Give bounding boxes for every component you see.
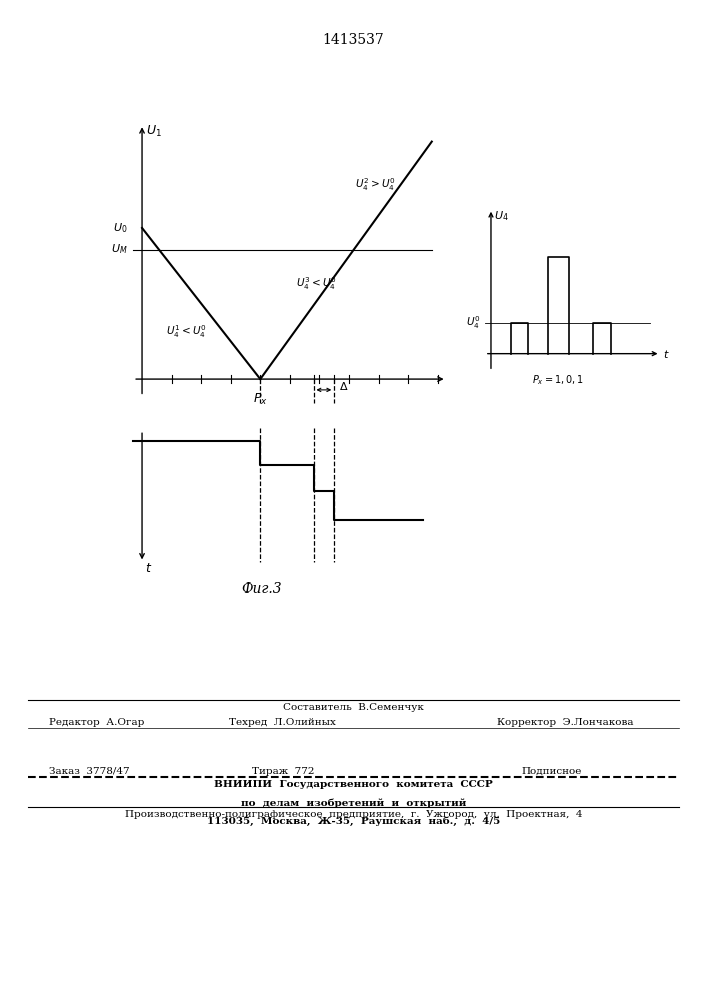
Text: Тираж  772: Тираж 772 — [252, 767, 314, 776]
Text: Подписное: Подписное — [521, 767, 582, 776]
Text: Фиг.3: Фиг.3 — [241, 582, 282, 596]
Text: Составитель  В.Семенчук: Составитель В.Семенчук — [283, 703, 424, 712]
Text: ВНИИПИ  Государственного  комитета  СССР: ВНИИПИ Государственного комитета СССР — [214, 780, 493, 789]
Text: $U_4^3 < U_4^0$: $U_4^3 < U_4^0$ — [296, 276, 337, 292]
Text: 113035,  Москва,  Ж-35,  Раушская  наб.,  д.  4/5: 113035, Москва, Ж-35, Раушская наб., д. … — [207, 816, 500, 826]
Text: $\Delta$: $\Delta$ — [339, 380, 348, 392]
Text: $U_1$: $U_1$ — [146, 124, 163, 139]
Text: $U_0$: $U_0$ — [112, 221, 127, 235]
Text: $U_M$: $U_M$ — [110, 243, 127, 256]
Text: $U_4^1 < U_4^0$: $U_4^1 < U_4^0$ — [166, 323, 206, 340]
Text: $t$: $t$ — [145, 562, 152, 575]
Text: $t$: $t$ — [662, 348, 670, 360]
Text: $U_4^0$: $U_4^0$ — [467, 315, 481, 331]
Text: $P_x = 1,0,1$: $P_x = 1,0,1$ — [532, 373, 584, 387]
Text: $P_x$: $P_x$ — [253, 392, 268, 407]
Text: Заказ  3778/47: Заказ 3778/47 — [49, 767, 130, 776]
Text: $U_4$: $U_4$ — [494, 209, 509, 223]
Text: Редактор  А.Огар: Редактор А.Огар — [49, 718, 145, 727]
Text: Производственно-полиграфическое  предприятие,  г.  Ужгород,  ул.  Проектная,  4: Производственно-полиграфическое предприя… — [124, 810, 583, 819]
Text: $U_4^2 > U_4^0$: $U_4^2 > U_4^0$ — [355, 176, 395, 193]
Text: по  делам  изобретений  и  открытий: по делам изобретений и открытий — [241, 798, 466, 808]
Text: Корректор  Э.Лончакова: Корректор Э.Лончакова — [497, 718, 634, 727]
Text: Техред  Л.Олийных: Техред Л.Олийных — [229, 718, 337, 727]
Text: 1413537: 1413537 — [322, 33, 385, 47]
